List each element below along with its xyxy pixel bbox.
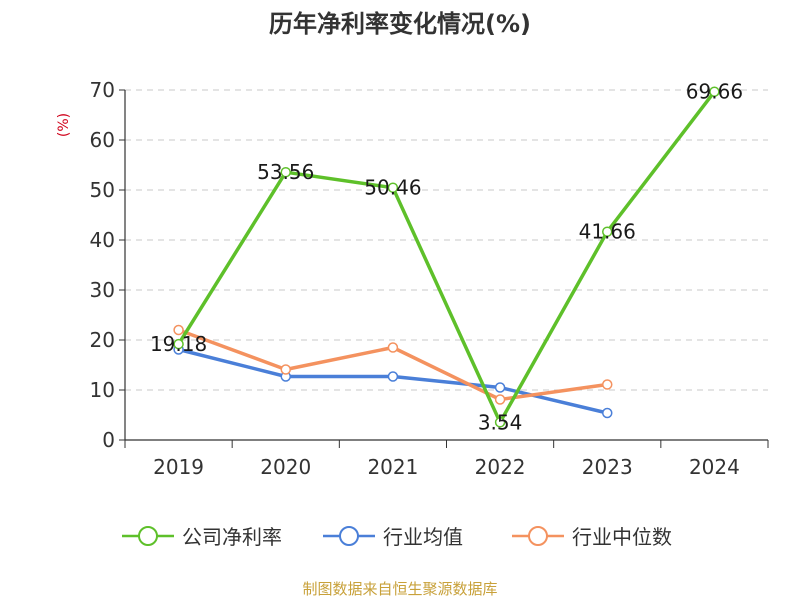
legend-label: 行业均值 [383,525,463,549]
legend-item[interactable]: 公司净利率 [122,525,282,549]
data-point [494,382,506,393]
legend-item[interactable]: 行业均值 [323,525,463,549]
y-tick-label: 10 [90,378,115,402]
x-tick-label: 2023 [582,455,633,479]
series-2 [173,324,613,405]
y-tick-label: 40 [90,228,115,252]
x-tick-label: 2021 [367,455,418,479]
data-label: 50.46 [364,176,421,200]
legend-marker [138,526,158,546]
data-point [280,166,291,178]
series-line [177,90,716,425]
y-tick-label: 20 [90,328,115,352]
grid-lines [125,89,768,391]
data-label: 69.66 [686,80,743,104]
data-label: 19.18 [150,332,207,356]
data-point [280,364,291,375]
data-label: 3.54 [478,410,523,434]
source-note: 制图数据来自恒生聚源数据库 [302,580,497,598]
data-point [602,226,613,237]
data-labels: 19.18 53.56 50.46 3.54 41.66 69.66 [150,80,743,435]
legend-marker [339,526,359,546]
x-tick-label: 2022 [475,455,526,479]
legend-marker [528,526,548,546]
data-point [709,86,720,97]
y-tick-label: 0 [102,428,115,452]
y-tick-label: 50 [90,178,115,202]
series-1 [173,344,613,419]
data-point [387,371,399,382]
data-point [494,394,506,405]
x-tick-label: 2024 [689,455,740,479]
y-tick-label: 60 [90,128,115,152]
x-tick-label: 2020 [260,455,311,479]
series-layer [173,86,720,428]
data-point [494,417,506,428]
y-tick-label: 30 [90,278,115,302]
legend-label: 行业中位数 [572,525,672,549]
data-label: 41.66 [579,220,636,244]
data-label: 53.56 [257,160,314,184]
series-0 [173,86,720,428]
legend-label: 公司净利率 [182,525,282,549]
data-point [602,407,613,419]
x-tick-label: 2019 [153,455,204,479]
legend: 公司净利率 行业均值 行业中位数 [122,525,672,549]
data-point [387,342,399,353]
chart-title: 历年净利率变化情况(%) [269,10,531,38]
legend-item[interactable]: 行业中位数 [512,525,672,549]
data-point [602,379,613,390]
y-axis-unit: (%) [56,113,72,137]
data-point [387,182,399,193]
y-tick-label: 70 [90,78,115,102]
data-point [173,338,184,350]
data-point [173,324,184,336]
axes: 0 10 20 30 40 50 60 70 2019 2020 2021 2022 2023 2024 [90,78,769,479]
